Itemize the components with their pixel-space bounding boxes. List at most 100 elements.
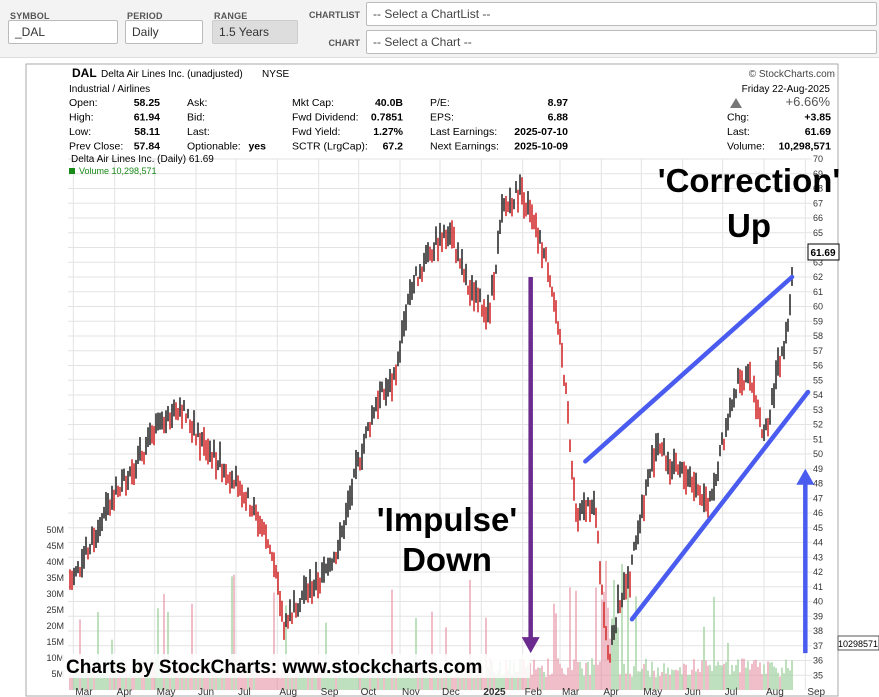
price-tick-label: 53	[813, 405, 823, 415]
price-tick-label: 58	[813, 331, 823, 341]
stat-label: Last Earnings:	[430, 126, 497, 138]
company-label: Delta Air Lines Inc. (unadjusted)	[101, 69, 243, 80]
stat-label: EPS:	[430, 112, 454, 124]
date-tick-label: Aug	[279, 687, 297, 697]
stat-value: 0.7851	[371, 112, 403, 124]
chart-area: DAL Delta Air Lines Inc. (unadjusted) NY…	[0, 58, 879, 697]
stat-label: Volume:	[727, 141, 765, 153]
date-tick-label: Jul	[238, 687, 251, 697]
date-axis: Mar Apr May Jun Jul Aug Sep Oct Nov Dec 2025 Feb Mar…	[75, 687, 825, 697]
stat-value: 6.88	[548, 112, 569, 124]
stat-value: 40.0B	[375, 97, 403, 109]
volume-tick-label: 45M	[46, 541, 64, 551]
last-price-box	[807, 243, 840, 261]
price-tick-label: 36	[813, 656, 823, 666]
stats-table: Open: 58.25 High: 61.94 Low: 58.11 Prev Close:…	[69, 97, 831, 153]
date-tick-label: Feb	[525, 687, 543, 697]
stat-value: 8.97	[548, 97, 569, 109]
volume-tick-label: 50M	[46, 525, 64, 535]
price-tick-label: 35	[813, 670, 823, 680]
price-tick-label: 54	[813, 390, 823, 400]
price-tick-label: 49	[813, 464, 823, 474]
date-tick-label: Jun	[198, 687, 214, 697]
price-tick-label: 37	[813, 641, 823, 651]
stat-label: Last:	[187, 126, 210, 138]
impulse-label-2: Down	[402, 541, 492, 578]
stat-label: Mkt Cap:	[292, 97, 334, 109]
symbol-input[interactable]: _DAL	[8, 20, 118, 44]
stat-value: 10,298,571	[778, 141, 831, 153]
date-tick-label: Mar	[75, 687, 93, 697]
stat-value: 2025-10-09	[514, 141, 568, 153]
annotations	[521, 274, 815, 654]
stat-label: Bid:	[187, 112, 205, 124]
volume-tick-label: 20M	[46, 621, 64, 631]
price-tick-label: 42	[813, 567, 823, 577]
volume-tick-label: 30M	[46, 589, 64, 599]
date-tick-label: Mar	[562, 687, 580, 697]
period-select[interactable]: Daily	[125, 20, 203, 44]
price-tick-label: 51	[813, 434, 823, 444]
price-axis: 35 36 37 38 39 40 41 42 43 44 45 46 47 48 49 50 51 52 53 54…	[813, 154, 823, 680]
stat-value: 57.84	[134, 141, 160, 153]
pct-change: +6.66%	[786, 94, 831, 109]
correction-label-2: Up	[727, 207, 771, 244]
chartlist-label: CHARTLIST	[309, 10, 360, 20]
date-tick-label: Nov	[402, 687, 420, 697]
price-tick-label: 45	[813, 523, 823, 533]
price-bars	[69, 174, 793, 663]
trend-line	[629, 389, 811, 622]
last-price-label: 61.69	[810, 248, 835, 259]
volume-axis: 5M 10M 15M 20M 25M 30M 35M 40M 45M 50M	[46, 525, 64, 679]
price-tick-label: 61	[813, 287, 823, 297]
stat-label: High:	[69, 112, 94, 124]
date-tick-label: Aug	[766, 687, 784, 697]
price-tick-label: 63	[813, 257, 823, 267]
price-tick-label: 44	[813, 538, 823, 548]
copyright-label: © StockCharts.com	[749, 69, 835, 80]
price-tick-label: 39	[813, 611, 823, 621]
price-tick-label: 70	[813, 154, 823, 164]
watermark-bg	[62, 654, 530, 678]
stat-label: Fwd Dividend:	[292, 112, 359, 124]
price-tick-label: 67	[813, 198, 823, 208]
stat-label: SCTR (LrgCap):	[292, 141, 368, 153]
price-tick-label: 50	[813, 449, 823, 459]
price-tick-label: 68	[813, 184, 823, 194]
exchange-label: NYSE	[262, 69, 290, 80]
date-tick-label: 2025	[483, 687, 506, 697]
stat-label: Last:	[727, 126, 750, 138]
price-tick-label: 55	[813, 375, 823, 385]
stat-label: Low:	[69, 126, 91, 138]
price-tick-label: 52	[813, 420, 823, 430]
date-label: Friday 22-Aug-2025	[742, 84, 831, 95]
watermark: Charts by StockCharts: www.stockcharts.c…	[66, 657, 482, 678]
stat-value: 58.11	[134, 126, 160, 138]
volume-tick-label: 40M	[46, 557, 64, 567]
stat-value: 61.94	[134, 112, 160, 124]
date-tick-label: Jul	[725, 687, 738, 697]
price-tick-label: 47	[813, 493, 823, 503]
price-tick-label: 65	[813, 228, 823, 238]
volume-tick-label: 35M	[46, 573, 64, 583]
chartlist-select[interactable]: -- Select a ChartList --	[366, 2, 877, 26]
volume-tick-label: 5M	[51, 669, 64, 679]
date-tick-label: Oct	[361, 687, 377, 697]
range-select[interactable]: 1.5 Years	[212, 20, 298, 44]
date-tick-label: Apr	[117, 687, 133, 697]
date-tick-label: Sep	[321, 687, 339, 697]
stat-value: 67.2	[383, 141, 404, 153]
price-tick-label: 56	[813, 361, 823, 371]
stat-value: yes	[248, 141, 266, 153]
chart-select[interactable]: -- Select a Chart --	[366, 30, 877, 54]
stat-value: +3.85	[804, 112, 831, 124]
price-tick-label: 41	[813, 582, 823, 592]
price-tick-label: 62	[813, 272, 823, 282]
price-tick-label: 60	[813, 302, 823, 312]
range-label: RANGE	[214, 11, 248, 21]
stat-value: 61.69	[805, 126, 831, 138]
price-tick-label: 59	[813, 316, 823, 326]
industry-label: Industrial / Airlines	[69, 84, 150, 95]
correction-arrow-head	[796, 468, 815, 485]
price-tick-label: 69	[813, 169, 823, 179]
